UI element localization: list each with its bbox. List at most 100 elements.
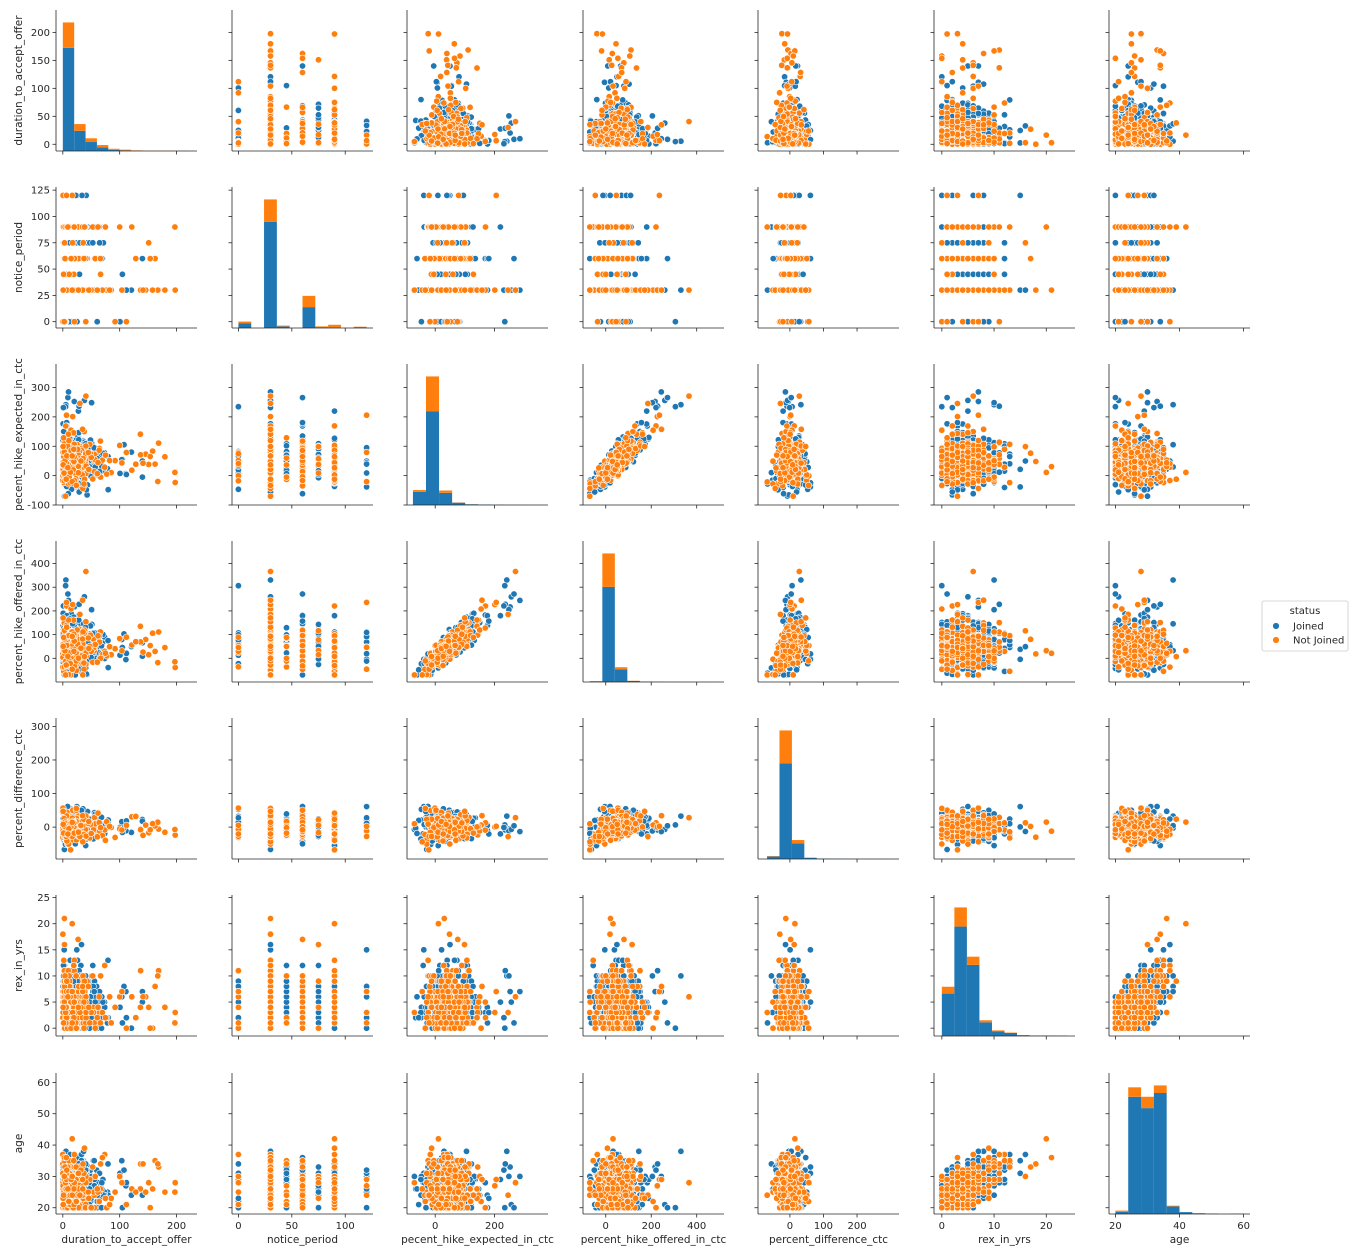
point-not-joined xyxy=(451,55,457,61)
point-not-joined xyxy=(299,69,305,75)
point-not-joined xyxy=(455,79,461,85)
point-not-joined xyxy=(790,53,796,59)
point-not-joined xyxy=(315,140,321,146)
point-not-joined xyxy=(331,85,337,91)
point-not-joined xyxy=(803,141,809,147)
point-not-joined xyxy=(599,31,605,37)
hist-bar-not-joined xyxy=(97,145,108,147)
point-not-joined xyxy=(782,126,788,132)
point-not-joined xyxy=(426,48,432,54)
point-not-joined xyxy=(479,122,485,128)
hist-bar-not-joined xyxy=(86,138,97,142)
point-not-joined xyxy=(422,128,428,134)
point-not-joined xyxy=(805,128,811,134)
point-joined xyxy=(511,136,517,142)
point-not-joined xyxy=(452,132,458,138)
y-tick-label: 150 xyxy=(31,56,50,67)
point-joined xyxy=(501,141,507,147)
point-not-joined xyxy=(615,55,621,61)
point-not-joined xyxy=(786,104,792,110)
hist-bar-joined xyxy=(74,131,85,151)
point-not-joined xyxy=(267,31,273,37)
point-not-joined xyxy=(609,50,615,56)
point-not-joined xyxy=(435,140,441,146)
point-not-joined xyxy=(628,47,634,53)
point-not-joined xyxy=(614,141,620,147)
panel-duration_to_accept_offer-vs-percent_difference_ctc xyxy=(755,10,900,155)
point-not-joined xyxy=(458,105,464,111)
point-not-joined xyxy=(621,122,627,128)
hist-bar-not-joined xyxy=(108,149,119,150)
point-not-joined xyxy=(331,107,337,113)
point-not-joined xyxy=(482,138,488,144)
point-not-joined xyxy=(445,83,451,89)
y-tick-label: 200 xyxy=(31,28,50,39)
point-joined xyxy=(363,122,369,128)
point-not-joined xyxy=(790,141,796,147)
point-joined xyxy=(620,97,626,103)
point-not-joined xyxy=(596,138,602,144)
point-not-joined xyxy=(424,120,430,126)
point-not-joined xyxy=(331,73,337,79)
point-not-joined xyxy=(267,62,273,68)
point-not-joined xyxy=(784,31,790,37)
point-joined xyxy=(433,79,439,85)
point-not-joined xyxy=(235,79,241,85)
point-not-joined xyxy=(777,107,783,113)
point-not-joined xyxy=(453,99,459,105)
point-not-joined xyxy=(686,118,692,124)
point-not-joined xyxy=(780,113,786,119)
point-not-joined xyxy=(784,55,790,61)
point-joined xyxy=(299,63,305,69)
point-not-joined xyxy=(435,126,441,132)
point-not-joined xyxy=(623,140,629,146)
point-not-joined xyxy=(599,107,605,113)
point-not-joined xyxy=(267,107,273,113)
point-joined xyxy=(315,112,321,118)
hist-bar-joined xyxy=(97,147,108,151)
point-not-joined xyxy=(592,132,598,138)
point-joined xyxy=(283,82,289,88)
point-not-joined xyxy=(459,130,465,136)
point-not-joined xyxy=(788,95,794,101)
point-not-joined xyxy=(470,140,476,146)
point-not-joined xyxy=(447,95,453,101)
point-not-joined xyxy=(299,139,305,145)
point-not-joined xyxy=(622,85,628,91)
point-not-joined xyxy=(474,65,480,71)
point-not-joined xyxy=(331,130,337,136)
point-not-joined xyxy=(792,116,798,122)
point-not-joined xyxy=(455,116,461,122)
point-not-joined xyxy=(451,41,457,47)
point-not-joined xyxy=(235,130,241,136)
y-tick-label: 50 xyxy=(37,112,50,123)
point-joined xyxy=(434,85,440,91)
point-not-joined xyxy=(429,112,435,118)
point-not-joined xyxy=(493,138,499,144)
point-not-joined xyxy=(656,138,662,144)
point-not-joined xyxy=(465,47,471,53)
point-not-joined xyxy=(235,90,241,96)
point-not-joined xyxy=(235,140,241,146)
y-tick-label: 100 xyxy=(31,84,50,95)
point-not-joined xyxy=(445,107,451,113)
point-not-joined xyxy=(598,120,604,126)
point-joined xyxy=(1017,127,1023,133)
hist-bar-joined xyxy=(63,48,74,151)
hist-bar-joined xyxy=(86,142,97,151)
point-not-joined xyxy=(267,141,273,147)
point-not-joined xyxy=(467,104,473,110)
point-not-joined xyxy=(434,98,440,104)
point-not-joined xyxy=(798,122,804,128)
point-joined xyxy=(949,79,955,85)
panel-duration_to_accept_offer-vs-percent_hike_offered_in_ctc xyxy=(580,10,725,155)
point-not-joined xyxy=(774,99,780,105)
point-not-joined xyxy=(447,123,453,129)
point-not-joined xyxy=(587,121,593,127)
point-not-joined xyxy=(505,124,511,130)
point-not-joined xyxy=(624,107,630,113)
point-not-joined xyxy=(267,41,273,47)
panel-duration_to_accept_offer-vs-notice_period xyxy=(229,10,374,155)
hist-bar-not-joined xyxy=(74,124,85,131)
